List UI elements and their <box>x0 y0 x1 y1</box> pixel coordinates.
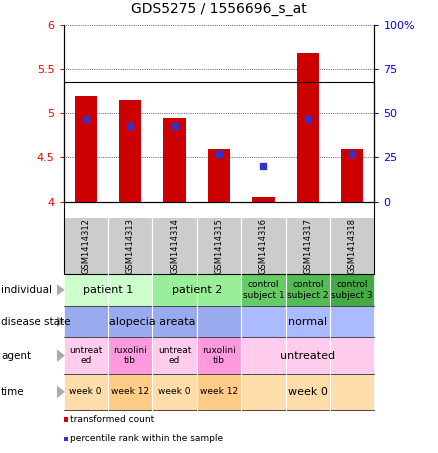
Text: control
subject 2: control subject 2 <box>287 280 328 299</box>
Text: GSM1414317: GSM1414317 <box>304 218 312 274</box>
Text: GSM1414316: GSM1414316 <box>259 218 268 274</box>
Text: ruxolini
tib: ruxolini tib <box>113 346 147 365</box>
Text: control
subject 1: control subject 1 <box>243 280 284 299</box>
Text: GSM1414314: GSM1414314 <box>170 218 179 274</box>
Text: GSM1414313: GSM1414313 <box>126 218 134 274</box>
Bar <box>163 118 186 202</box>
Text: week 0: week 0 <box>70 387 102 396</box>
Text: GSM1414318: GSM1414318 <box>348 218 357 274</box>
Text: week 0: week 0 <box>288 387 328 397</box>
Text: untreat
ed: untreat ed <box>158 346 191 365</box>
Text: untreat
ed: untreat ed <box>69 346 102 365</box>
Text: week 0: week 0 <box>158 387 191 396</box>
Text: transformed count: transformed count <box>70 415 154 424</box>
Text: alopecia areata: alopecia areata <box>109 317 196 327</box>
Text: patient 2: patient 2 <box>172 285 222 295</box>
Text: ruxolini
tib: ruxolini tib <box>202 346 236 365</box>
Text: week 12: week 12 <box>111 387 149 396</box>
Text: week 12: week 12 <box>200 387 238 396</box>
Bar <box>297 53 319 202</box>
Text: disease state: disease state <box>1 317 71 327</box>
Text: untreated: untreated <box>280 351 336 361</box>
Text: percentile rank within the sample: percentile rank within the sample <box>70 434 223 443</box>
Bar <box>341 149 364 202</box>
Text: normal: normal <box>288 317 328 327</box>
Text: agent: agent <box>1 351 31 361</box>
Text: GDS5275 / 1556696_s_at: GDS5275 / 1556696_s_at <box>131 2 307 16</box>
Bar <box>74 96 97 202</box>
Text: GSM1414312: GSM1414312 <box>81 218 90 274</box>
Text: patient 1: patient 1 <box>83 285 133 295</box>
Text: GSM1414315: GSM1414315 <box>215 218 223 274</box>
Text: individual: individual <box>1 285 52 295</box>
Text: time: time <box>1 387 25 397</box>
Bar <box>119 100 141 202</box>
Bar <box>252 197 275 202</box>
Bar <box>208 149 230 202</box>
Text: control
subject 3: control subject 3 <box>332 280 373 299</box>
